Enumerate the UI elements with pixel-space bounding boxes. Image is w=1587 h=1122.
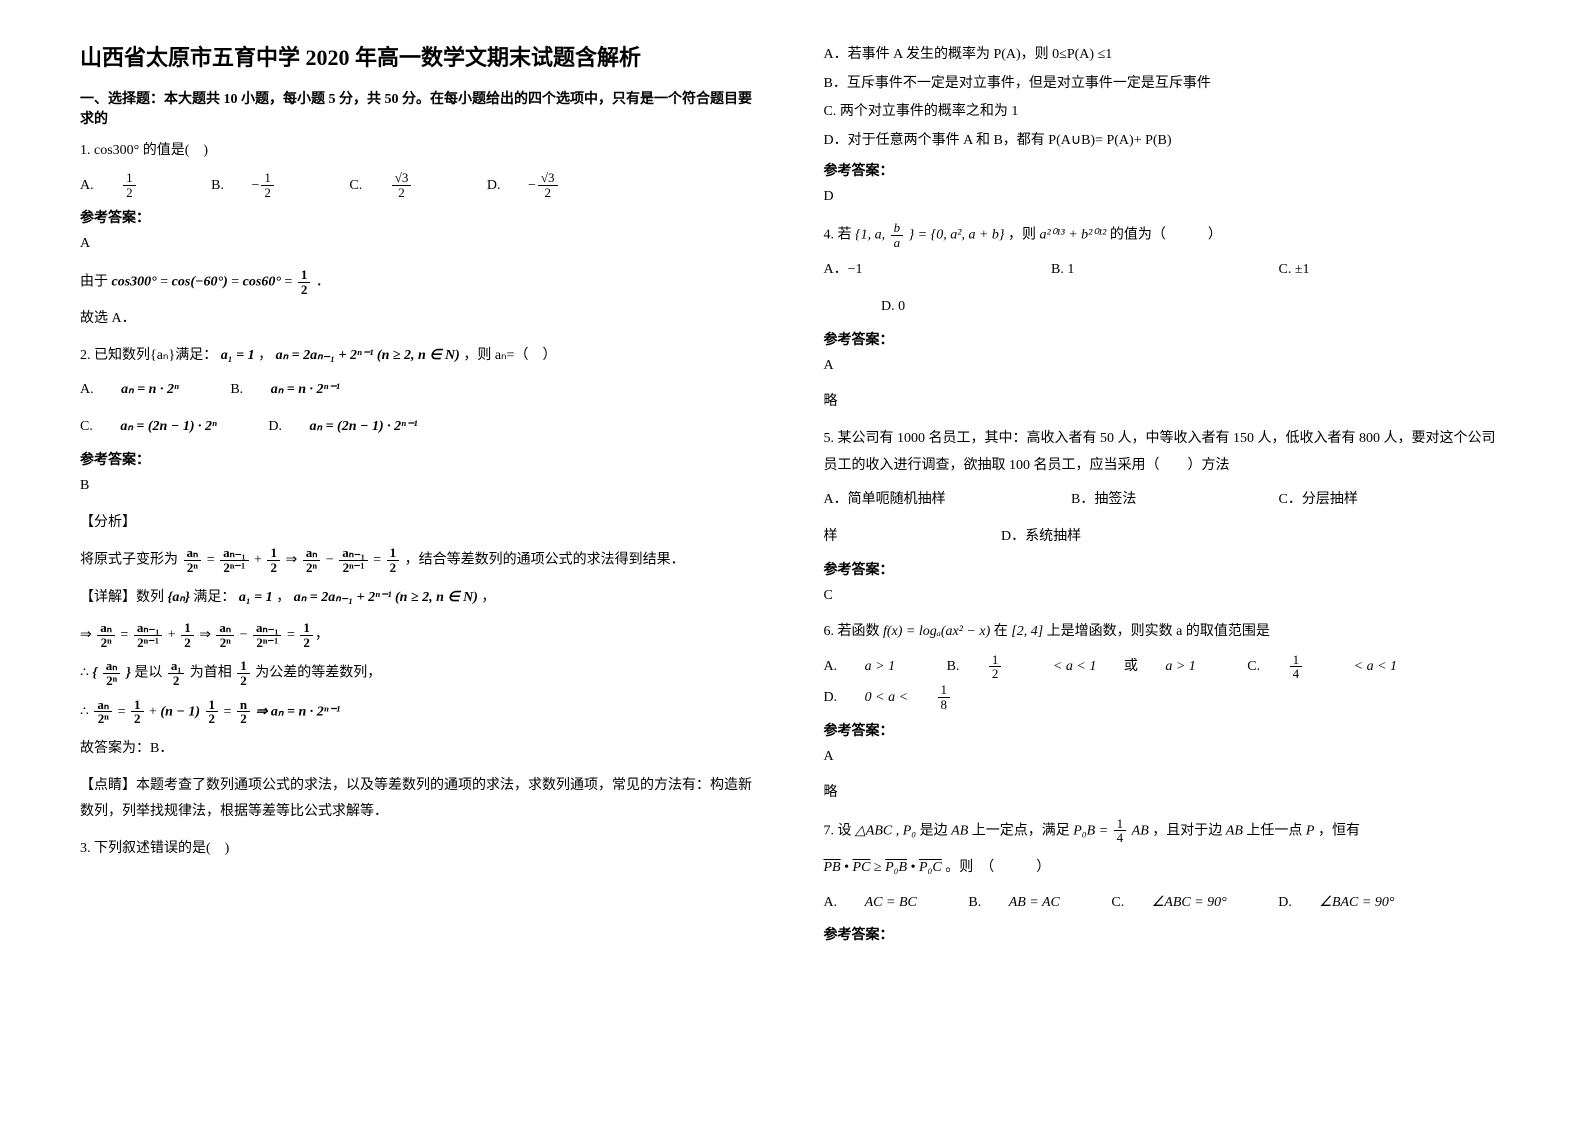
q2-options-row2: C. aₙ = (2n − 1) · 2ⁿ D. aₙ = (2n − 1) ·…	[80, 412, 764, 443]
q6-options: A. a > 1 B. 12 < a < 1 或 a > 1 C. 14 < a…	[824, 652, 1508, 714]
q5-optD: D．系统抽样	[1001, 529, 1081, 544]
q2-dianjing: 【点睛】本题考查了数列通项公式的求法，以及等差数列的通项的求法，求数列通项，常见…	[80, 773, 764, 826]
q2-stem: 2. 已知数列{aₙ}满足： a₁ = 1 ， aₙ = 2aₙ₋₁ + 2ⁿ⁻…	[80, 343, 764, 370]
left-column: 山西省太原市五育中学 2020 年高一数学文期末试题含解析 一、选择题：本大题共…	[80, 40, 764, 948]
q4-options: A．−1 B. 1 C. ±1	[824, 255, 1508, 286]
q1-optB: B. −12	[211, 178, 325, 193]
q3-stem: 3. 下列叙述错误的是( )	[80, 836, 764, 863]
q2-ans-letter: B	[80, 473, 764, 500]
section1-heading: 一、选择题：本大题共 10 小题，每小题 5 分，共 50 分。在每小题给出的四…	[80, 88, 764, 128]
q7-optA: A. AC = BC	[824, 895, 941, 910]
q3-ans-letter: D	[824, 184, 1508, 211]
q1-ans-letter: A	[80, 231, 764, 258]
q2-line-arrow: ⇒ aₙ2ⁿ = aₙ₋₁2ⁿ⁻¹ + 12 ⇒ aₙ2ⁿ − aₙ₋₁2ⁿ⁻¹…	[80, 621, 764, 649]
q2-fenxi-label: 【分析】	[80, 510, 764, 537]
q7-stem-line2: PB • PC ≥ P₀B • P₀C 。则 （ ）	[824, 855, 1508, 882]
q1-stem: 1. cos300° 的值是( )	[80, 138, 764, 165]
q4-optD-row: D. 0	[824, 292, 1508, 323]
q2-options-row1: A. aₙ = n · 2ⁿ B. aₙ = n · 2ⁿ⁻¹	[80, 375, 764, 406]
q6-lue: 略	[824, 780, 1508, 807]
q4-stem: 4. 若 {1, a, ba } = {0, a², a + b} ，则 a²⁰…	[824, 221, 1508, 249]
right-column: A．若事件 A 发生的概率为 P(A)，则 0≤P(A) ≤1 B．互斥事件不一…	[824, 40, 1508, 948]
q2-xiangjie: 【详解】数列 {aₙ} 满足： a₁ = 1 ， aₙ = 2aₙ₋₁ + 2ⁿ…	[80, 585, 764, 612]
q1-choose: 故选 A．	[80, 306, 764, 333]
q6-optA: A. a > 1	[824, 659, 920, 674]
q7-optD: D. ∠BAC = 90°	[1278, 895, 1418, 910]
q1-optA: A. 12	[80, 178, 187, 193]
q3-ans-label: 参考答案：	[824, 160, 1508, 180]
q5-options-row1: A．简单呃随机抽样 B．抽签法 C．分层抽样	[824, 485, 1508, 516]
q7-optC: C. ∠ABC = 90°	[1111, 895, 1250, 910]
q7-optB: B. AB = AC	[968, 895, 1084, 910]
q2-answer-line: 故答案为：B．	[80, 736, 764, 763]
q6-optC: C. 14 < a < 1	[1247, 659, 1421, 674]
q7-stem: 7. 设 △ABC , P₀ 是边 AB 上一定点，满足 P₀B = 14 AB…	[824, 817, 1508, 845]
q4-optA: A．−1	[824, 255, 1024, 286]
q5-ans-label: 参考答案：	[824, 559, 1508, 579]
q4-lue: 略	[824, 389, 1508, 416]
q2-optC: C. aₙ = (2n − 1) · 2ⁿ	[80, 419, 241, 434]
q3-optA: A．若事件 A 发生的概率为 P(A)，则 0≤P(A) ≤1	[824, 42, 1508, 69]
q1-optD: D. −√32	[487, 178, 606, 193]
doc-title: 山西省太原市五育中学 2020 年高一数学文期末试题含解析	[80, 40, 764, 72]
q2-seq-line: ∴ { aₙ2ⁿ } 是以 a₁2 为首相 12 为公差的等差数列，	[80, 659, 764, 687]
q2-optD: D. aₙ = (2n − 1) · 2ⁿ⁻¹	[268, 419, 441, 434]
q6-optD: D. 0 < a < 18	[824, 690, 999, 705]
q5-optB: B．抽签法	[1071, 485, 1251, 516]
q4-optC: C. ±1	[1279, 262, 1310, 277]
q6-ans-letter: A	[824, 744, 1508, 771]
q4-optD: D. 0	[881, 299, 905, 314]
q6-stem: 6. 若函数 f(x) = logₐ(ax² − x) 在 [2, 4] 上是增…	[824, 619, 1508, 646]
q2-optB: B. aₙ = n · 2ⁿ⁻¹	[230, 382, 364, 397]
q5-ans-letter: C	[824, 583, 1508, 610]
q3-optB: B．互斥事件不一定是对立事件，但是对立事件一定是互斥事件	[824, 71, 1508, 98]
q2-ans-label: 参考答案：	[80, 449, 764, 469]
q5-optC: C．分层抽样	[1279, 492, 1358, 507]
q3-optC: C. 两个对立事件的概率之和为 1	[824, 99, 1508, 126]
q5-stem: 5. 某公司有 1000 名员工，其中：高收入者有 50 人，中等收入者有 15…	[824, 426, 1508, 479]
q2-final-line: ∴ aₙ2ⁿ = 12 + (n − 1) 12 = n2 ⇒ aₙ = n ·…	[80, 698, 764, 726]
q1-optC: C. √32	[349, 178, 462, 193]
q4-ans-label: 参考答案：	[824, 329, 1508, 349]
q2-optA: A. aₙ = n · 2ⁿ	[80, 382, 203, 397]
q3-optD: D．对于任意两个事件 A 和 B，都有 P(A∪B)= P(A)+ P(B)	[824, 128, 1508, 155]
q2-fenxi-body: 将原式子变形为 aₙ2ⁿ = aₙ₋₁2ⁿ⁻¹ + 12 ⇒ aₙ2ⁿ − aₙ…	[80, 546, 764, 574]
q7-ans-label: 参考答案：	[824, 924, 1508, 944]
q5-options-row2: 样 D．系统抽样	[824, 522, 1508, 553]
q5-sample-word: 样	[824, 522, 974, 553]
q7-options: A. AC = BC B. AB = AC C. ∠ABC = 90° D. ∠…	[824, 888, 1508, 919]
q4-ans-letter: A	[824, 353, 1508, 380]
q4-optB: B. 1	[1051, 255, 1251, 286]
q1-explain: 由于 cos300° = cos(−60°) = cos60° = 12 ．	[80, 268, 764, 296]
q6-ans-label: 参考答案：	[824, 720, 1508, 740]
q1-ans-label: 参考答案：	[80, 207, 764, 227]
q6-optB: B. 12 < a < 1 或 a > 1	[947, 659, 1224, 674]
q1-options: A. 12 B. −12 C. √32 D. −√32	[80, 171, 764, 202]
q5-optA: A．简单呃随机抽样	[824, 485, 1044, 516]
